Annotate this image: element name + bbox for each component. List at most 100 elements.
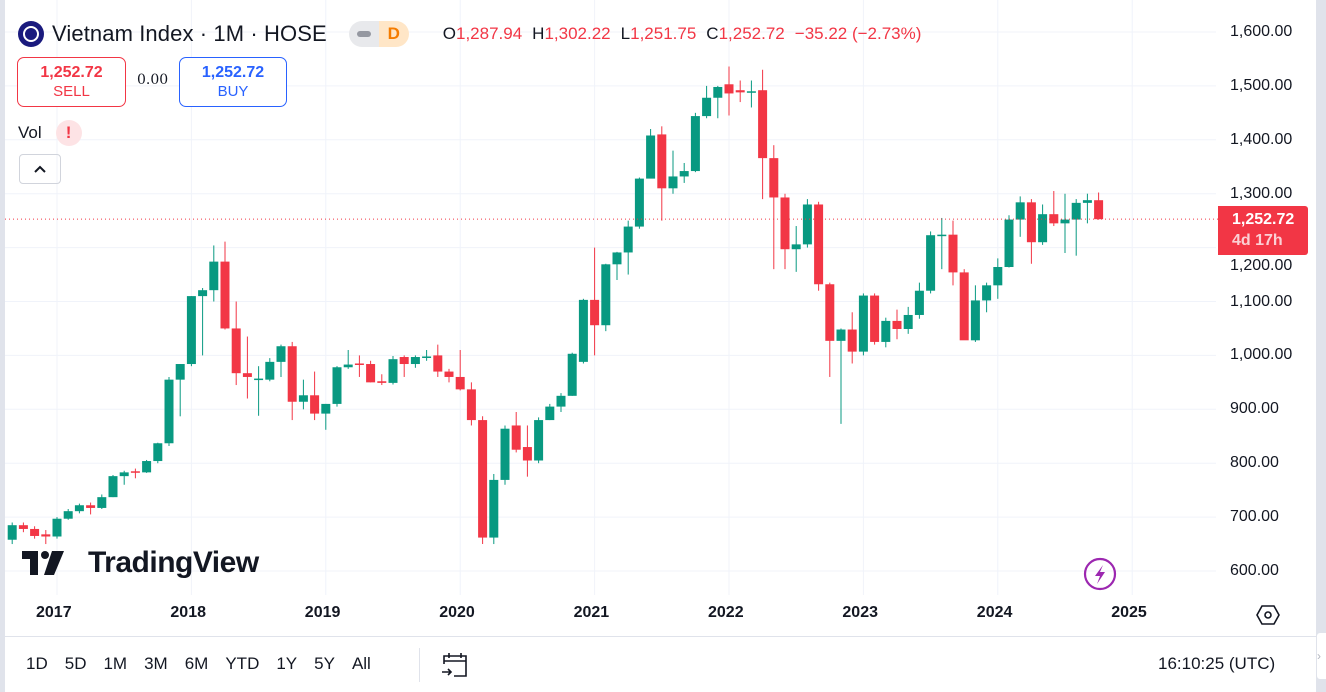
symbol-title[interactable]: Vietnam Index · 1M · HOSE [52,21,327,46]
close-key: C [706,24,719,43]
candle-body-up [500,428,510,480]
date-range-selector: 1D 5D 1M 3M 6M YTD 1Y 5Y All [26,654,388,674]
candle-body-down [220,261,230,329]
candle-body-down [399,357,409,365]
candle-body-up [567,353,577,396]
candle-body-down [86,505,96,508]
candle-body-up [175,364,185,380]
candle-body-down [455,376,465,390]
price-tick-label: 1,000.00 [1230,346,1293,364]
candle-body-up [1015,202,1025,220]
candle-body-down [814,204,824,285]
candle-body-down [366,364,376,383]
tradingview-watermark[interactable]: TradingView [22,546,259,580]
low-key: L [620,24,631,43]
volume-indicator-legend[interactable]: Vol ! [18,120,82,146]
lightning-icon[interactable] [1083,557,1117,591]
range-5d[interactable]: 5D [64,654,87,673]
candle-body-down [231,328,241,374]
sell-button[interactable]: 1,252.72 SELL [17,57,126,107]
candle-body-down [892,320,902,329]
candle-body-up [601,264,611,326]
range-5y[interactable]: 5Y [314,654,335,673]
candle-body-down [724,84,734,94]
candle-body-up [265,361,275,380]
candle-body-up [578,299,588,362]
candle-body-down [18,525,28,529]
time-tick-label: 2024 [976,604,1013,621]
time-tick-label: 2020 [439,604,475,621]
candle-body-up [634,178,644,227]
exchange-logo-icon [18,21,44,47]
candle-body-up [52,518,62,537]
candle-body-up [1004,219,1014,268]
candle-body-up [97,497,107,508]
candle-body-up [802,204,812,245]
candle-body-down [769,158,779,198]
go-to-date-calendar-icon[interactable] [440,650,470,680]
candle-body-down [758,90,768,159]
range-all[interactable]: All [351,654,371,673]
candle-body-up [198,290,208,297]
candle-body-down [657,134,667,189]
candle-body-down [354,363,364,365]
range-ytd[interactable]: YTD [225,654,260,673]
time-tick-label: 2019 [304,604,341,621]
candle-body-up [276,346,286,362]
candle-body-up [388,359,398,383]
candle-body-up [108,476,118,498]
candle-body-up [332,367,342,404]
tradingview-brand: TradingView [88,546,259,579]
candle-body-down [735,90,745,93]
candle-body-down [377,381,387,383]
candle-body-down [30,528,40,536]
candle-body-up [321,403,331,414]
candle-body-up [993,267,1003,286]
candle-body-up [982,285,992,301]
market-status-badge[interactable]: D [348,21,409,47]
candle-body-down [242,373,252,377]
candle-body-up [119,472,129,477]
last-price-value: 1,252.72 [1232,211,1295,228]
spread-value: 0.00 [137,72,169,88]
candle-body-up [713,86,723,98]
price-tick-label: 1,500.00 [1230,76,1293,94]
low-value: 1,251.75 [630,24,697,43]
price-tick-label: 1,200.00 [1230,257,1293,274]
chart-settings-icon[interactable] [1256,604,1280,626]
candle-body-up [646,135,656,179]
price-tick-label: 700.00 [1230,508,1279,526]
utc-clock[interactable]: 16:10:25 (UTC) [1158,654,1276,673]
candle-body-down [130,471,140,473]
candle-body-up [142,461,152,473]
range-6m[interactable]: 6M [184,654,209,673]
buy-button[interactable]: 1,252.72 BUY [179,57,287,107]
range-1m[interactable]: 1M [103,654,128,673]
range-1y[interactable]: 1Y [276,654,298,673]
candle-body-down [41,534,51,537]
candle-body-up [746,91,756,93]
candle-body-up [164,379,174,444]
candle-body-down [310,395,320,414]
range-1d[interactable]: 1D [26,654,48,673]
expand-panel-tab[interactable]: › [1316,632,1326,680]
price-tick-label: 600.00 [1230,562,1279,579]
candle-body-down [1094,200,1104,220]
tradingview-logo-icon [22,551,64,575]
time-tick-label: 2025 [1111,604,1147,621]
last-price-label: 1,252.72 4d 17h [1218,206,1308,255]
candle-body-up [1060,219,1070,224]
collapse-legend-button[interactable] [19,154,61,184]
candle-body-down [825,284,835,341]
candle-body-down [959,272,969,341]
right-panel-edge [1316,0,1326,692]
candle-body-up [881,320,891,342]
candle-body-up [74,505,84,512]
time-tick-label: 2023 [842,604,878,621]
range-3m[interactable]: 3M [144,654,168,673]
candle-body-up [926,235,936,291]
warning-icon[interactable]: ! [55,120,82,146]
candle-body-up [858,295,868,352]
candle-body-down [287,346,297,402]
high-key: H [532,24,545,43]
